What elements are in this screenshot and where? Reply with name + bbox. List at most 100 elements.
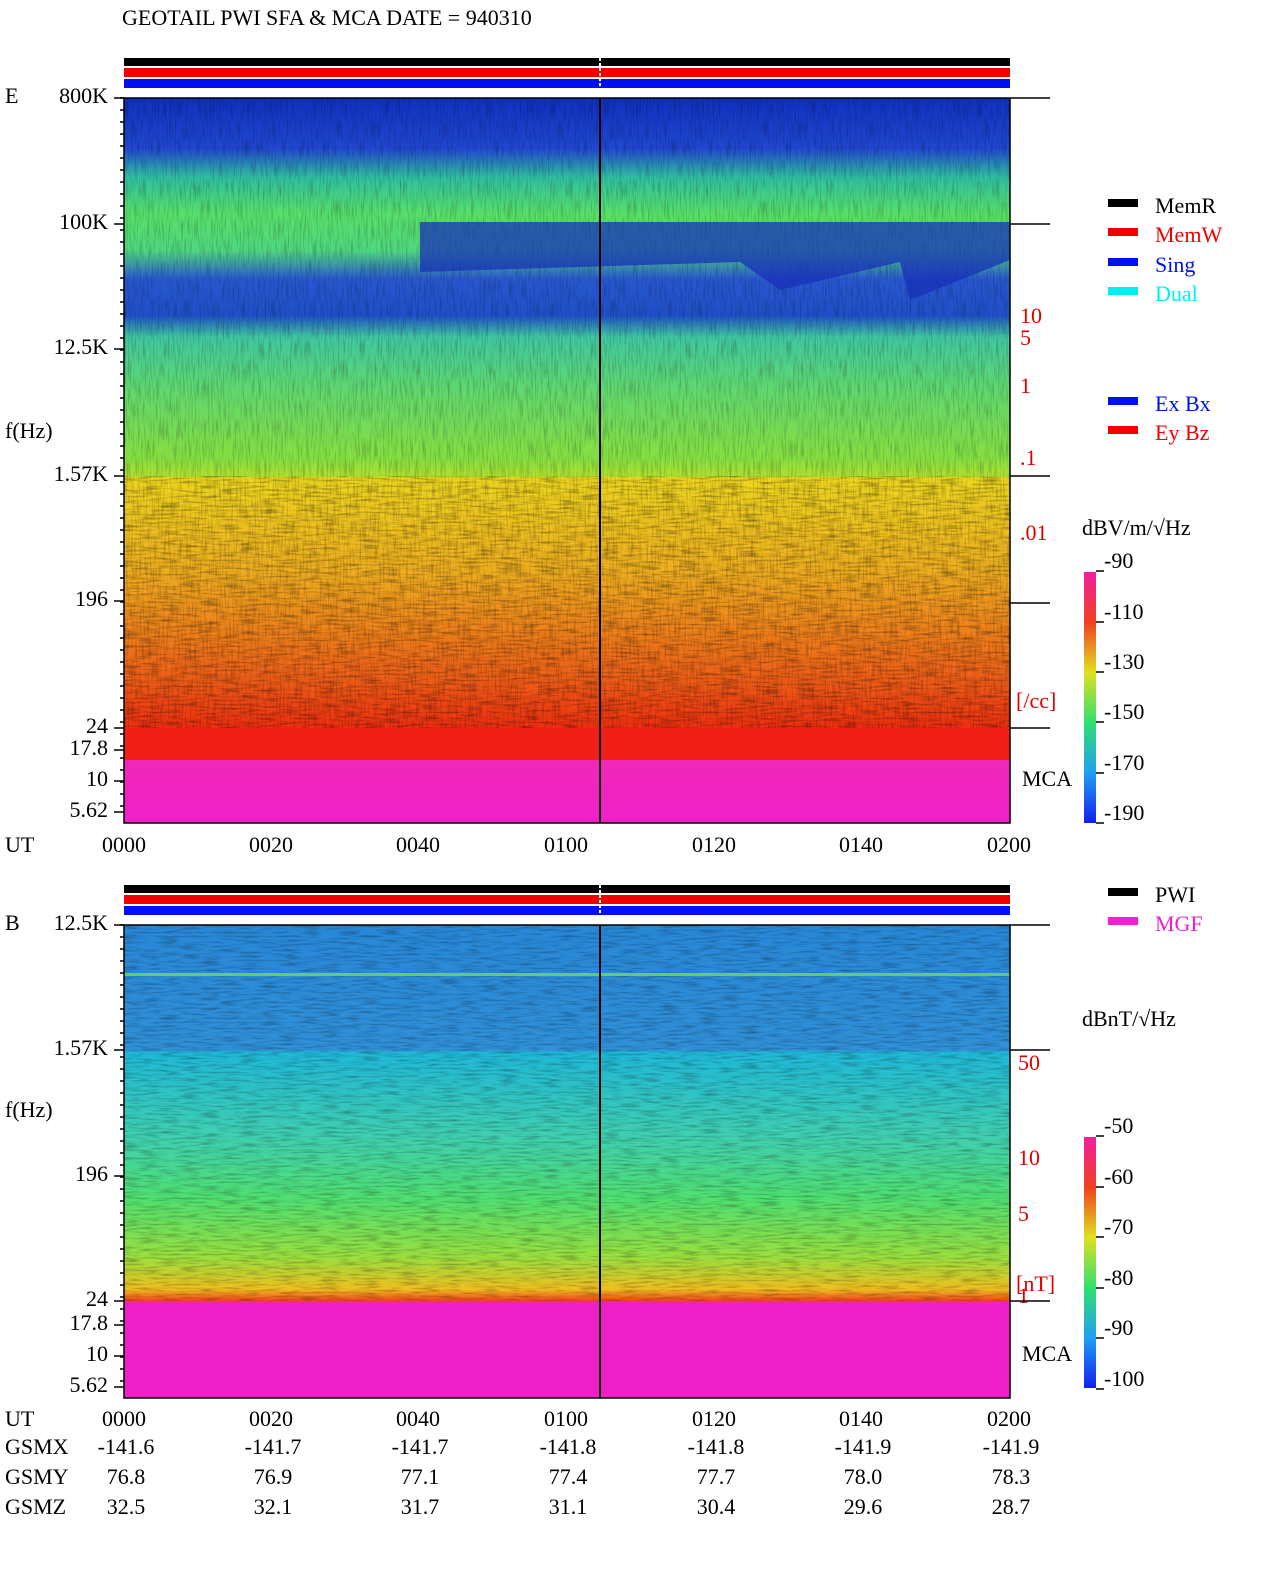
x-tick-label: 0040 <box>396 832 440 857</box>
ephemeris-value: 78.3 <box>992 1464 1031 1489</box>
x-tick-label: 0120 <box>692 1406 736 1431</box>
colorbar-tick-label: -60 <box>1104 1164 1133 1189</box>
x-tick-label: 0000 <box>102 1406 146 1431</box>
spectrogram-texture <box>124 925 1010 1301</box>
ephemeris-value: 32.5 <box>107 1494 146 1519</box>
ephemeris-value: 77.1 <box>401 1464 440 1489</box>
mca-label: MCA <box>1022 1341 1072 1366</box>
ephemeris-value: -141.7 <box>392 1434 449 1459</box>
density-label: 5 <box>1020 325 1031 350</box>
density-label: .01 <box>1020 520 1048 545</box>
y-tick-label: 196 <box>75 586 108 611</box>
plot-frame <box>123 924 1011 1399</box>
x-tick-label: 0140 <box>839 832 883 857</box>
ephemeris-value: -141.7 <box>245 1434 302 1459</box>
density-label: [nT] <box>1016 1271 1055 1296</box>
colorbar <box>1084 572 1096 823</box>
colorbar-tick-label: -90 <box>1104 548 1133 573</box>
x-tick-label: 0200 <box>987 1406 1031 1431</box>
legend-label: PWI <box>1155 882 1195 907</box>
ephemeris-value: -141.6 <box>98 1434 155 1459</box>
colorbar-tick-label: -170 <box>1104 750 1144 775</box>
colorbar-tick-label: -90 <box>1104 1315 1133 1340</box>
ephemeris-value: -141.9 <box>983 1434 1040 1459</box>
legend-label: MemR <box>1155 193 1216 218</box>
ephemeris-label: GSMX <box>5 1434 69 1459</box>
y-tick-label: 12.5K <box>54 910 109 935</box>
legend-swatch <box>1108 917 1138 925</box>
ephemeris-value: -141.8 <box>688 1434 745 1459</box>
legend-label: MemW <box>1155 222 1222 247</box>
spectrogram-line <box>124 973 1010 976</box>
panel-label: B <box>5 910 20 935</box>
legend-label: MGF <box>1155 911 1203 936</box>
ephemeris-value: -141.9 <box>835 1434 892 1459</box>
legend-label: Ex Bx <box>1155 391 1211 416</box>
legend-swatch <box>1108 258 1138 266</box>
x-tick-label: 0020 <box>249 832 293 857</box>
density-label: .1 <box>1020 445 1037 470</box>
y-axis-label: f(Hz) <box>5 1097 53 1122</box>
ephemeris-value: 29.6 <box>844 1494 883 1519</box>
x-axis-label: UT <box>5 832 35 857</box>
ephemeris-value: 28.7 <box>992 1494 1031 1519</box>
density-label: 10 <box>1020 303 1042 328</box>
x-tick-label: 0020 <box>249 1406 293 1431</box>
ephemeris-value: 77.7 <box>697 1464 736 1489</box>
x-tick-label: 0000 <box>102 832 146 857</box>
y-tick-label: 12.5K <box>54 334 109 359</box>
colorbar-tick-label: -110 <box>1104 599 1144 624</box>
ephemeris-value: 32.1 <box>254 1494 293 1519</box>
y-tick-label: 10 <box>86 1341 108 1366</box>
mca-label: MCA <box>1022 766 1072 791</box>
y-tick-label: 5.62 <box>70 797 109 822</box>
colorbar-tick-label: -50 <box>1104 1113 1133 1138</box>
legend-swatch <box>1108 888 1138 896</box>
ephemeris-value: 30.4 <box>697 1494 736 1519</box>
legend-swatch <box>1108 426 1138 434</box>
y-tick-label: 1.57K <box>54 461 109 486</box>
x-tick-label: 0100 <box>544 1406 588 1431</box>
panel-label: E <box>5 83 18 108</box>
y-tick-label: 24 <box>86 713 108 738</box>
density-label: 10 <box>1018 1145 1040 1170</box>
legend-label: Ey Bz <box>1155 420 1210 445</box>
y-tick-label: 1.57K <box>54 1035 109 1060</box>
density-label: 1 <box>1020 373 1031 398</box>
spectrogram-texture <box>124 476 1010 728</box>
legend-swatch <box>1108 228 1138 236</box>
colorbar-tick-label: -80 <box>1104 1265 1133 1290</box>
ephemeris-label: GSMY <box>5 1464 69 1489</box>
y-tick-label: 24 <box>86 1286 108 1311</box>
colorbar-tick-label: -190 <box>1104 800 1144 825</box>
colorbar-tick-label: -100 <box>1104 1366 1144 1391</box>
ephemeris-label: GSMZ <box>5 1494 66 1519</box>
colorbar-unit: dBnT/√Hz <box>1082 1006 1176 1031</box>
ephemeris-value: 78.0 <box>844 1464 883 1489</box>
x-tick-label: 0200 <box>987 832 1031 857</box>
legend-swatch <box>1108 199 1138 207</box>
x-tick-label: 0040 <box>396 1406 440 1431</box>
density-label: 50 <box>1018 1050 1040 1075</box>
y-tick-label: 17.8 <box>70 1310 109 1335</box>
colorbar-tick-label: -150 <box>1104 699 1144 724</box>
ephemeris-value: -141.8 <box>540 1434 597 1459</box>
y-tick-label: 17.8 <box>70 735 109 760</box>
density-label: [/cc] <box>1016 688 1056 713</box>
density-label: 1 <box>1018 1283 1029 1308</box>
x-tick-label: 0120 <box>692 832 736 857</box>
ephemeris-value: 77.4 <box>549 1464 588 1489</box>
y-tick-label: 800K <box>59 83 108 108</box>
colorbar-tick-label: -70 <box>1104 1214 1133 1239</box>
page-title: GEOTAIL PWI SFA & MCA DATE = 940310 <box>122 5 532 30</box>
y-tick-label: 196 <box>75 1161 108 1186</box>
plot-frame <box>123 97 1011 824</box>
legend-swatch <box>1108 397 1138 405</box>
ephemeris-value: 76.8 <box>107 1464 146 1489</box>
x-tick-label: 0140 <box>839 1406 883 1431</box>
density-label: 5 <box>1018 1201 1029 1226</box>
colorbar-tick-label: -130 <box>1104 649 1144 674</box>
colorbar <box>1084 1137 1096 1388</box>
colorbar-unit: dBV/m/√Hz <box>1082 515 1191 540</box>
y-tick-label: 100K <box>59 209 108 234</box>
